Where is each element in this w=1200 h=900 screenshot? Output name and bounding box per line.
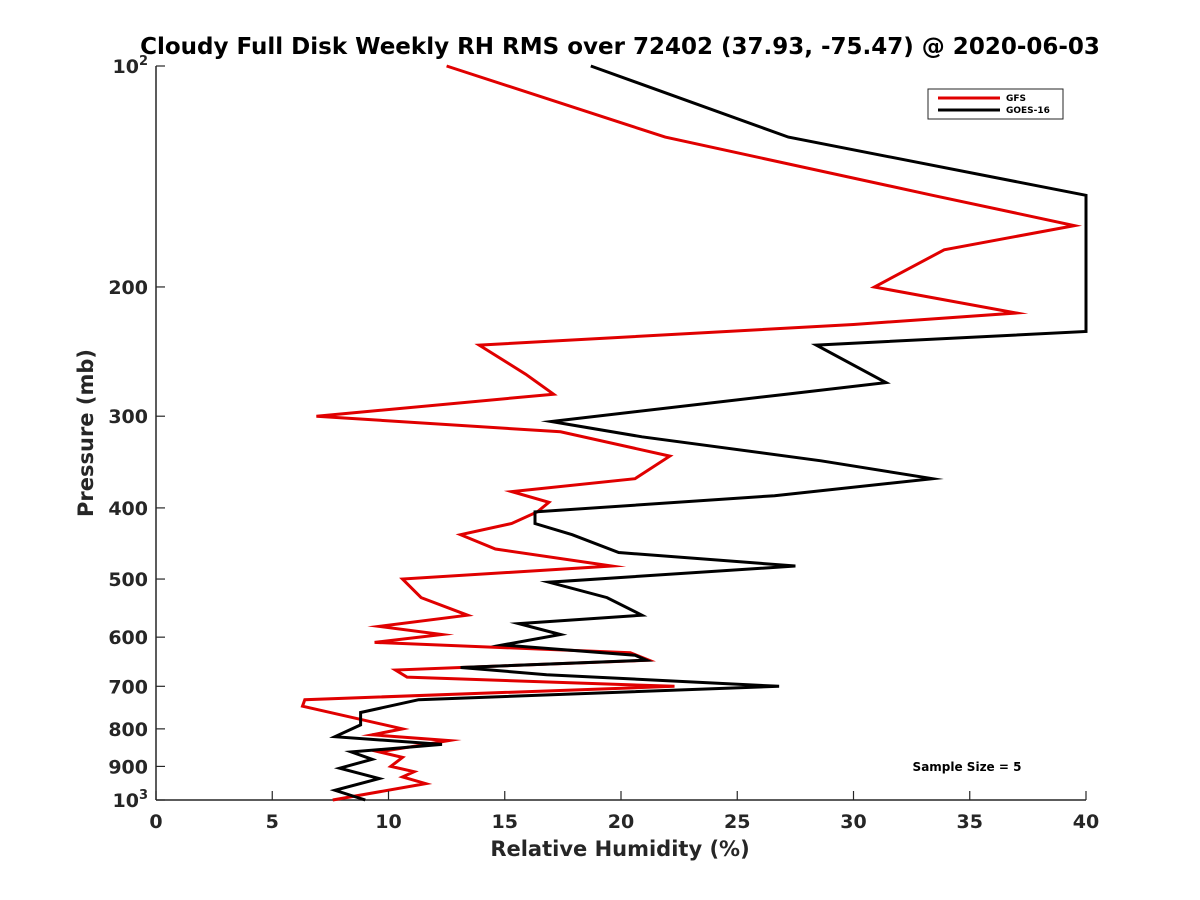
data-series bbox=[300, 64, 1088, 802]
x-tick-label: 30 bbox=[840, 811, 866, 833]
y-tick-label: 800 bbox=[108, 719, 148, 741]
x-tick-label: 35 bbox=[957, 811, 983, 833]
x-tick-label: 10 bbox=[375, 811, 401, 833]
y-tick-label: 103 bbox=[113, 788, 149, 812]
x-tick-label: 40 bbox=[1073, 811, 1099, 833]
y-tick-label: 300 bbox=[108, 406, 148, 428]
x-tick-label: 20 bbox=[608, 811, 634, 833]
x-tick-label: 5 bbox=[266, 811, 279, 833]
x-axis-ticks: 0 5 10 15 20 25 30 35 40 bbox=[149, 791, 1099, 833]
series-line-gfs bbox=[300, 64, 1083, 802]
series-line-goes-16 bbox=[329, 64, 1088, 802]
legend: GFS GOES-16 bbox=[927, 88, 1064, 120]
legend-label: GFS bbox=[1006, 94, 1026, 104]
y-axis-label: Pressure (mb) bbox=[74, 349, 98, 517]
x-tick-label: 25 bbox=[724, 811, 750, 833]
legend-box bbox=[927, 88, 1064, 120]
y-tick-label: 400 bbox=[108, 498, 148, 520]
y-tick-label: 600 bbox=[108, 627, 148, 649]
chart-title: Cloudy Full Disk Weekly RH RMS over 7240… bbox=[140, 34, 1100, 60]
y-tick-label: 200 bbox=[108, 277, 148, 299]
legend-label: GOES-16 bbox=[1006, 106, 1050, 116]
y-axis-ticks: 102 200 300 400 500 600 700 800 900 103 bbox=[108, 54, 165, 812]
y-tick-label: 900 bbox=[108, 756, 148, 778]
y-tick-label: 700 bbox=[108, 676, 148, 698]
x-tick-label: 15 bbox=[492, 811, 518, 833]
y-tick-label: 102 bbox=[113, 54, 149, 78]
x-tick-label: 0 bbox=[149, 811, 162, 833]
x-axis-label: Relative Humidity (%) bbox=[490, 837, 749, 861]
y-tick-label: 500 bbox=[108, 569, 148, 591]
sample-size-annotation: Sample Size = 5 bbox=[913, 760, 1022, 774]
